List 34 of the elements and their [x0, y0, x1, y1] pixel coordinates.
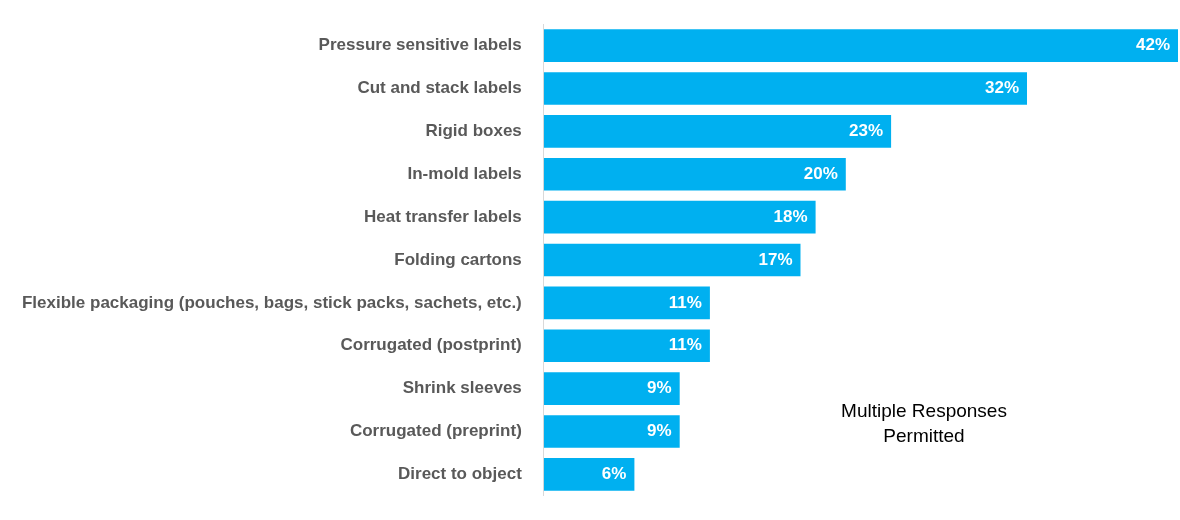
bar — [543, 200, 816, 234]
y-tick-label: In-mold labels — [407, 163, 522, 183]
bar — [543, 372, 680, 405]
data-label: 42% — [1135, 35, 1170, 55]
y-tick-label: Pressure sensitive labels — [318, 35, 522, 55]
y-tick-label: Folding cartons — [394, 249, 522, 269]
y-tick-label: Shrink sleeves — [402, 378, 522, 398]
bar — [543, 286, 710, 320]
data-label: 17% — [758, 249, 793, 269]
data-label: 20% — [803, 163, 838, 183]
bar — [543, 72, 1027, 105]
data-label: 11% — [668, 335, 702, 355]
data-label: 32% — [984, 78, 1019, 98]
data-label: 9% — [647, 421, 672, 441]
bar — [543, 415, 680, 448]
y-tick-label: Rigid boxes — [425, 121, 522, 141]
bar — [543, 157, 846, 191]
bar — [543, 329, 710, 363]
y-tick-label: Heat transfer labels — [364, 206, 522, 226]
y-tick-label: Direct to object — [398, 464, 523, 484]
y-tick-label: Cut and stack labels — [357, 78, 522, 98]
bar — [543, 243, 801, 277]
bar — [543, 458, 635, 491]
y-tick-label: Corrugated (postprint) — [340, 335, 522, 355]
data-label: 9% — [647, 378, 672, 398]
bar — [543, 29, 1178, 62]
y-tick-label: Flexible packaging (pouches, bags, stick packs, sachets, etc.) — [21, 292, 522, 312]
data-label: 18% — [773, 206, 808, 226]
annotation: Multiple Responses Permitted — [840, 399, 1008, 448]
y-tick-label: Corrugated (preprint) — [349, 421, 522, 441]
bar — [543, 115, 892, 148]
data-label: 23% — [849, 121, 884, 141]
data-label: 11% — [668, 292, 702, 312]
data-label: 6% — [601, 464, 627, 484]
